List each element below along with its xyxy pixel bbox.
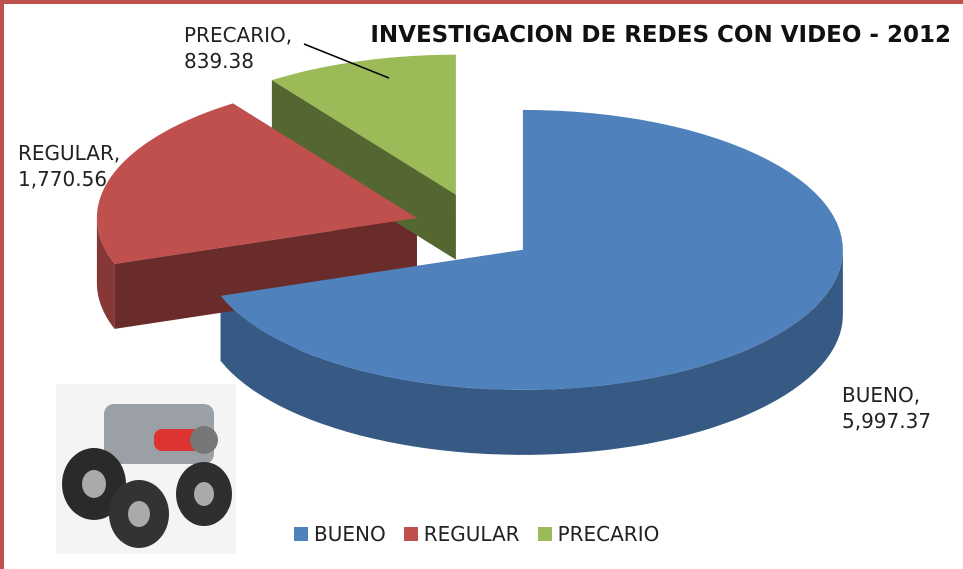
data-label-value: 839.38 xyxy=(184,48,292,74)
data-label-value: 1,770.56 xyxy=(18,166,120,192)
legend: BUENO REGULAR PRECARIO xyxy=(294,522,659,546)
legend-swatch xyxy=(294,527,308,541)
data-label: BUENO,5,997.37 xyxy=(842,382,931,434)
data-label: REGULAR,1,770.56 xyxy=(18,140,120,192)
legend-item: BUENO xyxy=(294,522,386,546)
chart: INVESTIGACION DE REDES CON VIDEO - 2012 … xyxy=(0,0,963,569)
separator: , xyxy=(914,383,920,407)
legend-label: BUENO xyxy=(314,522,386,546)
legend-swatch xyxy=(404,527,418,541)
legend-swatch xyxy=(538,527,552,541)
data-label-name: BUENO, xyxy=(842,382,931,408)
data-label-name: REGULAR, xyxy=(18,140,120,166)
category-name: BUENO xyxy=(842,383,914,407)
legend-item: REGULAR xyxy=(404,522,520,546)
chart-title: INVESTIGACION DE REDES CON VIDEO - 2012 xyxy=(370,22,951,48)
category-name: PRECARIO xyxy=(184,23,286,47)
pie-area xyxy=(4,4,963,569)
data-label: PRECARIO,839.38 xyxy=(184,22,292,74)
legend-item: PRECARIO xyxy=(538,522,660,546)
robot-picture xyxy=(56,384,236,554)
data-label-value: 5,997.37 xyxy=(842,408,931,434)
category-name: REGULAR xyxy=(18,141,114,165)
separator: , xyxy=(114,141,120,165)
separator: , xyxy=(286,23,292,47)
legend-label: PRECARIO xyxy=(558,522,660,546)
legend-label: REGULAR xyxy=(424,522,520,546)
data-label-name: PRECARIO, xyxy=(184,22,292,48)
